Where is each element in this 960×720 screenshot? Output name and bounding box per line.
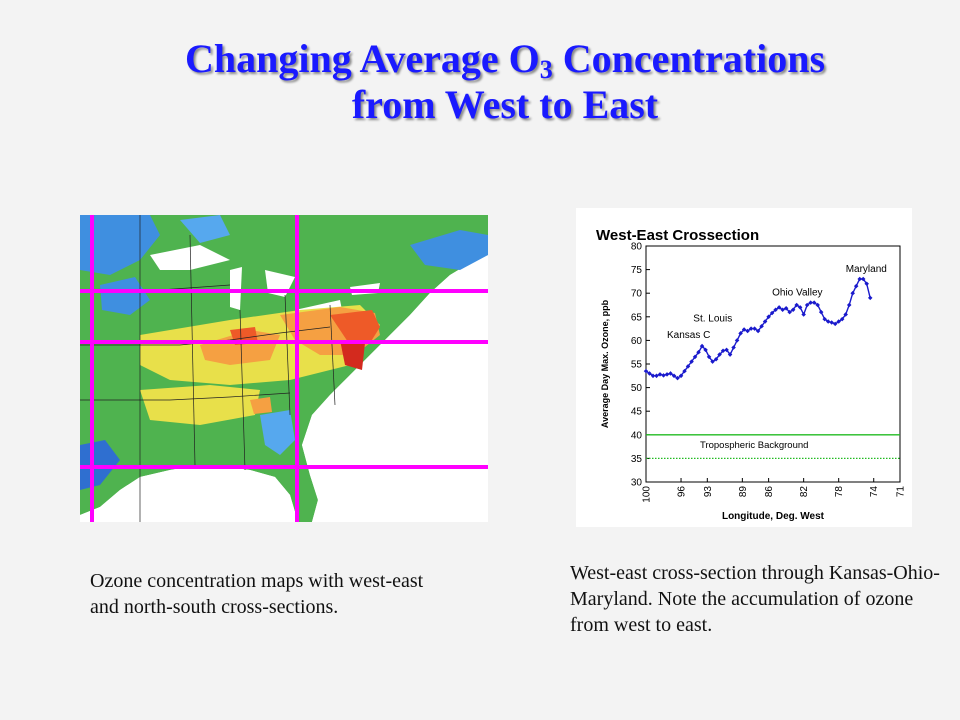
annotation-label: Maryland <box>846 264 887 275</box>
title-suffix: Concentrations <box>552 36 826 81</box>
data-point <box>741 327 747 332</box>
data-point <box>661 373 666 378</box>
data-point <box>769 310 775 316</box>
data-point <box>801 312 806 317</box>
map-caption: Ozone concentration maps with west-east … <box>90 570 424 618</box>
data-point <box>643 368 649 374</box>
x-axis-ticks: 100 96 93 89 86 82 78 74 71 <box>642 478 907 503</box>
ozone-concentration-map <box>80 215 488 522</box>
title-subscript: 3 <box>539 55 553 84</box>
data-point <box>850 290 855 296</box>
chart-title: West-East Crossection <box>596 227 759 244</box>
data-point <box>755 328 761 334</box>
data-point <box>664 372 670 377</box>
cross-section-lines <box>80 215 488 522</box>
series-group <box>643 276 873 381</box>
annotations: Maryland Ohio Valley St. Louis Kansas C <box>667 264 887 341</box>
title-line-2: from West to East <box>351 82 659 127</box>
x-axis-label: Longitude, Deg. West <box>722 511 825 522</box>
chart-caption: West-east cross-section through Kansas-O… <box>570 562 940 636</box>
y-tick-label: 55 <box>631 360 643 371</box>
y-axis-label: Average Day Max. Ozone, ppb <box>600 299 610 428</box>
x-tick-label: 93 <box>703 486 714 498</box>
data-point <box>678 373 684 379</box>
x-tick-label: 89 <box>738 486 749 498</box>
data-point <box>860 276 866 282</box>
x-tick-label: 82 <box>799 486 810 498</box>
x-tick-label: 86 <box>764 486 775 498</box>
data-point <box>762 319 768 324</box>
y-tick-label: 70 <box>631 289 643 300</box>
data-point <box>685 364 691 369</box>
data-point <box>657 372 663 377</box>
reference-lines: Tropospheric Background <box>646 434 900 460</box>
title-prefix: Changing Average O <box>184 36 540 81</box>
crossection-chart: West-East Crossection 30 35 40 45 50 55 60 65 70… <box>596 227 907 522</box>
data-point <box>818 309 824 315</box>
annotation-label: Kansas C <box>667 330 710 341</box>
annotation-label: Ohio Valley <box>772 288 822 299</box>
ozone-map-image <box>80 215 488 522</box>
y-tick-label: 75 <box>631 265 643 276</box>
data-point <box>748 326 754 331</box>
reference-line-label: Tropospheric Background <box>700 440 808 451</box>
crossection-chart-panel: West-East Crossection 30 35 40 45 50 55 60 65 70… <box>576 208 912 527</box>
data-point <box>846 302 852 308</box>
data-point <box>671 373 677 379</box>
x-tick-label: 74 <box>869 486 880 498</box>
data-point <box>713 357 719 362</box>
y-tick-label: 80 <box>631 242 643 253</box>
data-point <box>839 316 845 322</box>
slide-title: Changing Average O3 Concentrations from … <box>0 36 960 128</box>
x-tick-label: 96 <box>677 486 688 498</box>
y-tick-label: 60 <box>631 336 643 347</box>
y-tick-label: 45 <box>631 407 643 418</box>
x-tick-label: 71 <box>896 486 907 498</box>
x-tick-label: 100 <box>642 486 653 503</box>
y-tick-label: 50 <box>631 383 643 394</box>
y-axis-ticks: 30 35 40 45 50 55 60 65 70 75 80 <box>631 242 650 489</box>
y-tick-label: 65 <box>631 312 643 323</box>
data-point <box>832 321 838 327</box>
x-tick-label: 78 <box>834 486 845 498</box>
data-point <box>853 283 859 289</box>
annotation-label: St. Louis <box>693 314 732 325</box>
data-point <box>867 295 873 301</box>
series-line <box>645 278 871 380</box>
y-tick-label: 40 <box>631 430 643 441</box>
data-point <box>734 338 740 343</box>
data-point <box>650 373 656 379</box>
y-tick-label: 35 <box>631 454 643 465</box>
y-tick-label: 30 <box>631 478 643 489</box>
